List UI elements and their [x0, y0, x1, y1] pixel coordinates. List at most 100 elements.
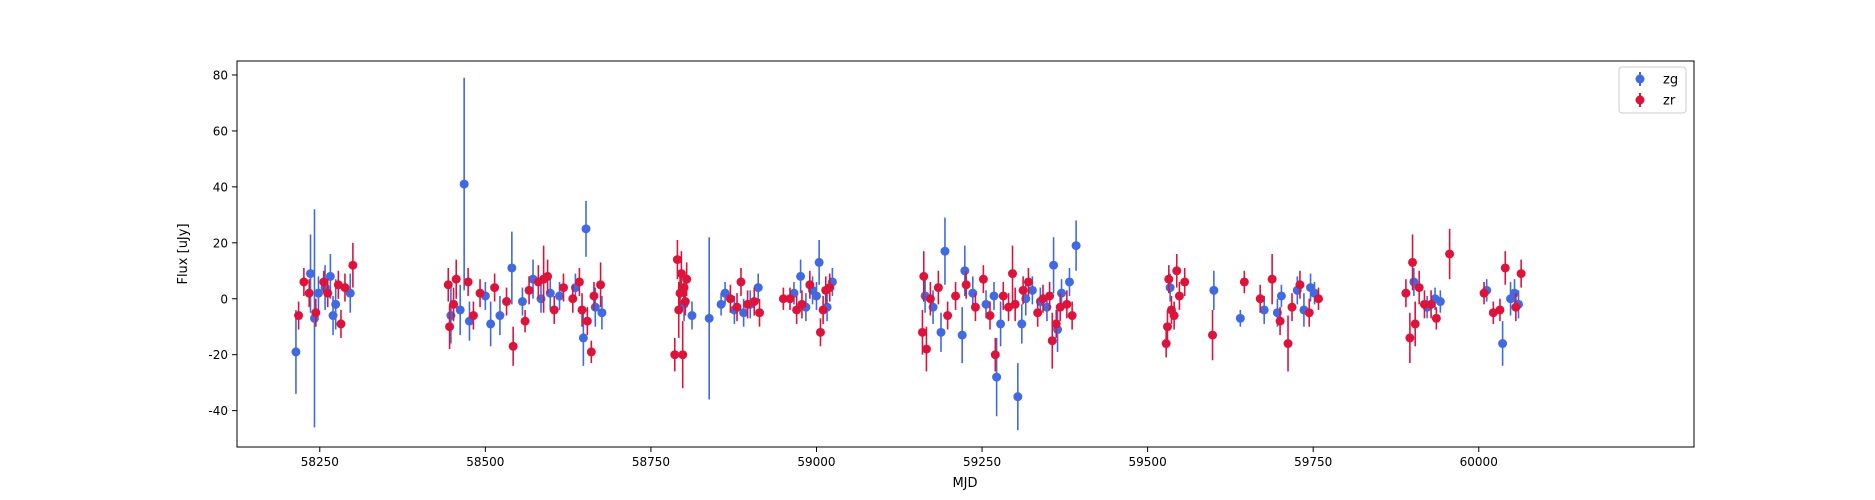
y-tick-label: -40	[208, 404, 228, 418]
data-point	[1419, 299, 1429, 309]
data-point	[306, 269, 316, 279]
data-point	[1162, 322, 1172, 332]
data-point	[1209, 285, 1219, 295]
data-point	[1401, 288, 1411, 298]
data-point	[597, 308, 607, 318]
data-point	[291, 347, 301, 357]
data-point	[1208, 330, 1218, 340]
data-point	[970, 302, 980, 312]
data-point	[925, 294, 935, 304]
data-point	[502, 297, 512, 307]
data-point	[814, 257, 824, 267]
data-point	[1033, 308, 1043, 318]
x-tick-label: 60000	[1460, 455, 1498, 469]
data-point	[459, 179, 469, 189]
data-point	[1165, 283, 1175, 293]
data-point	[1174, 291, 1184, 301]
legend-entry-zg: zg	[1635, 72, 1678, 88]
chart-marks	[291, 77, 1526, 431]
data-point	[1255, 294, 1265, 304]
data-point	[313, 288, 323, 298]
data-point	[294, 311, 304, 321]
data-point	[1018, 285, 1028, 295]
legend-zg-marker	[1635, 74, 1645, 84]
data-point	[919, 271, 929, 281]
data-point	[323, 288, 333, 298]
data-point	[778, 294, 788, 304]
data-point	[1062, 299, 1072, 309]
data-point	[1047, 336, 1057, 346]
x-axis: 58250 58500 58750 59000 59250 59500 59750 60000	[301, 447, 1498, 469]
data-point	[716, 299, 726, 309]
data-point	[1283, 339, 1293, 349]
data-point	[311, 308, 321, 318]
data-point	[1510, 288, 1520, 298]
data-point	[736, 277, 746, 287]
data-point	[589, 291, 599, 301]
x-tick-label: 59750	[1294, 455, 1332, 469]
data-point	[1445, 249, 1455, 259]
data-point	[1304, 308, 1314, 318]
data-point	[1409, 277, 1419, 287]
x-tick-label: 58750	[632, 455, 670, 469]
data-point	[1495, 305, 1505, 315]
legend-zg-label: zg	[1663, 73, 1678, 88]
y-tick-label: 0	[220, 292, 228, 306]
data-point	[921, 344, 931, 354]
data-point	[331, 299, 341, 309]
data-point	[1275, 316, 1285, 326]
data-point	[1013, 392, 1023, 402]
data-point	[1045, 291, 1055, 301]
data-point	[805, 280, 815, 290]
data-point	[574, 277, 584, 287]
data-point	[961, 280, 971, 290]
data-point	[455, 305, 465, 315]
data-point	[998, 291, 1008, 301]
y-axis: -40 -20 0 20 40 60 80	[208, 68, 237, 418]
data-point	[1180, 277, 1190, 287]
data-point	[325, 271, 335, 281]
data-point	[559, 283, 569, 293]
data-point	[1500, 263, 1510, 273]
data-point	[674, 305, 684, 315]
data-point	[981, 299, 991, 309]
data-point	[1164, 274, 1174, 284]
data-point	[568, 294, 578, 304]
data-point	[749, 297, 759, 307]
plot-frame	[236, 60, 1695, 448]
data-point	[1023, 277, 1033, 287]
data-point	[933, 283, 943, 293]
data-point	[578, 333, 588, 343]
data-point	[732, 302, 742, 312]
y-tick-label: 40	[213, 180, 228, 194]
data-point	[1017, 319, 1027, 329]
data-point	[725, 294, 735, 304]
data-point	[670, 350, 680, 360]
data-point	[1010, 299, 1020, 309]
data-point	[678, 350, 688, 360]
data-point	[825, 283, 835, 293]
data-point	[1276, 291, 1286, 301]
data-point	[1511, 302, 1521, 312]
data-point	[957, 330, 967, 340]
data-point	[490, 283, 500, 293]
y-tick-label: 80	[213, 68, 228, 82]
data-point	[463, 277, 473, 287]
data-point	[989, 291, 999, 301]
data-point	[1172, 266, 1182, 276]
data-point	[345, 288, 355, 298]
data-point	[1405, 333, 1415, 343]
data-point	[449, 299, 459, 309]
data-point	[990, 350, 1000, 360]
x-axis-label: MJD	[952, 476, 977, 491]
data-point	[582, 316, 592, 326]
data-point	[1027, 285, 1037, 295]
data-point	[1516, 269, 1526, 279]
data-point	[304, 288, 314, 298]
data-point	[1071, 241, 1081, 251]
data-point	[1295, 280, 1305, 290]
y-axis-label: Flux [uJy]	[176, 223, 191, 284]
x-tick-label: 59000	[797, 455, 835, 469]
data-point	[596, 280, 606, 290]
